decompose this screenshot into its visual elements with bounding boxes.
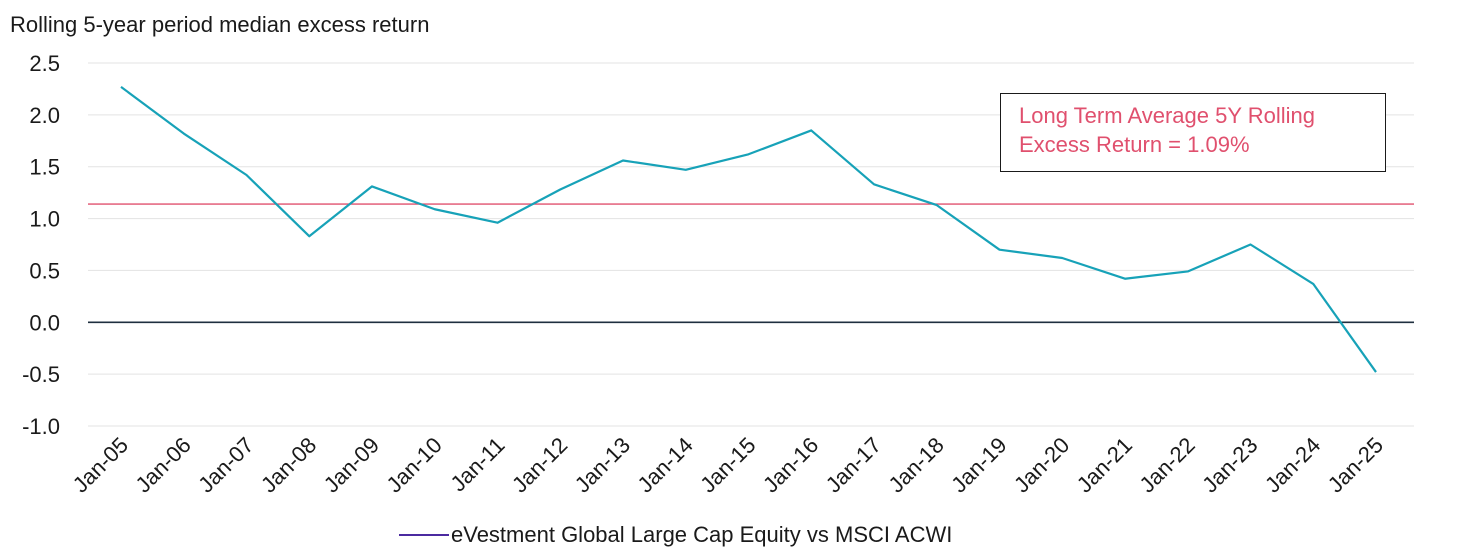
x-tick-label: Jan-06 <box>131 432 196 497</box>
x-tick-label: Jan-12 <box>507 432 572 497</box>
x-tick-label: Jan-25 <box>1323 432 1388 497</box>
series-lines <box>88 85 1414 373</box>
y-tick-label: 0.0 <box>29 310 60 335</box>
legend-swatch <box>399 534 449 536</box>
x-tick-label: Jan-07 <box>193 432 258 497</box>
y-tick-label: 1.0 <box>29 207 60 232</box>
y-tick-label: 2.0 <box>29 103 60 128</box>
legend-label: eVestment Global Large Cap Equity vs MSC… <box>451 522 953 547</box>
x-tick-label: Jan-19 <box>946 432 1011 497</box>
x-tick-label: Jan-18 <box>884 432 949 497</box>
x-tick-label: Jan-13 <box>570 432 635 497</box>
y-tick-label: 0.5 <box>29 258 60 283</box>
annotation-box: Long Term Average 5Y Rolling Excess Retu… <box>1000 93 1386 172</box>
x-tick-label: Jan-22 <box>1135 432 1200 497</box>
y-tick-label: 1.5 <box>29 155 60 180</box>
x-tick-label: Jan-15 <box>695 432 760 497</box>
x-tick-label: Jan-11 <box>445 432 509 496</box>
x-tick-label: Jan-08 <box>256 432 321 497</box>
x-tick-label: Jan-24 <box>1260 432 1325 497</box>
x-tick-label: Jan-10 <box>382 432 447 497</box>
x-tick-label: Jan-23 <box>1197 432 1262 497</box>
x-tick-label: Jan-17 <box>821 432 886 497</box>
y-tick-label: -1.0 <box>22 414 60 439</box>
y-tick-label: 2.5 <box>29 51 60 76</box>
y-tick-labels: 2.5 2.0 1.5 1.0 0.5 0.0 -0.5 -1.0 <box>22 51 60 439</box>
legend: eVestment Global Large Cap Equity vs MSC… <box>399 522 952 548</box>
x-tick-labels: Jan-05Jan-06Jan-07Jan-08Jan-09Jan-10Jan-… <box>68 432 1388 497</box>
y-axis-title: Rolling 5-year period median excess retu… <box>10 12 430 37</box>
y-tick-label: -0.5 <box>22 362 60 387</box>
x-tick-label: Jan-16 <box>758 432 823 497</box>
x-tick-label: Jan-14 <box>633 432 698 497</box>
annotation-text: Long Term Average 5Y Rolling Excess Retu… <box>1019 103 1315 157</box>
x-tick-label: Jan-21 <box>1072 432 1137 497</box>
x-tick-label: Jan-05 <box>68 432 133 497</box>
x-tick-label: Jan-09 <box>319 432 384 497</box>
x-tick-label: Jan-20 <box>1009 432 1074 497</box>
gridlines <box>88 62 1414 427</box>
